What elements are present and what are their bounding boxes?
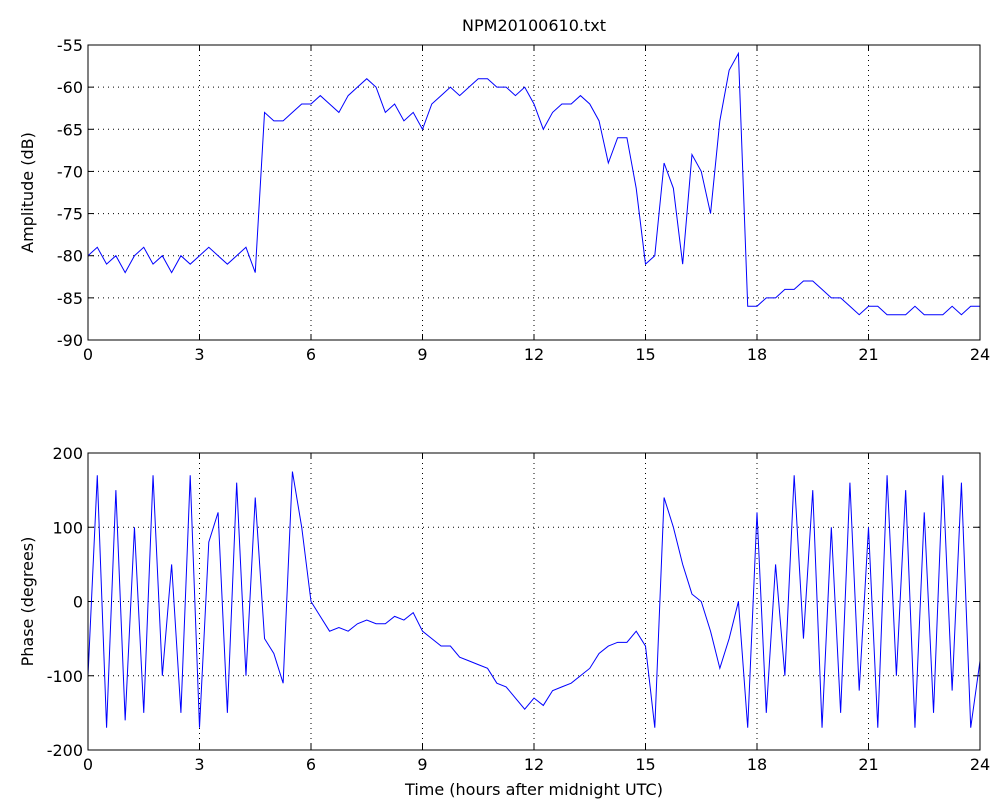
x-tick-label: 21 [858, 345, 878, 364]
x-tick-label: 9 [417, 755, 427, 774]
x-tick-label: 12 [524, 755, 544, 774]
x-tick-label: 18 [747, 755, 767, 774]
x-tick-label: 15 [635, 345, 655, 364]
y-tick-label: -100 [47, 667, 83, 686]
x-axis-label: Time (hours after midnight UTC) [404, 780, 663, 799]
x-tick-label: 12 [524, 345, 544, 364]
x-tick-label: 9 [417, 345, 427, 364]
x-tick-label: 3 [194, 755, 204, 774]
y-tick-label: 100 [52, 518, 83, 537]
x-tick-label: 24 [970, 345, 990, 364]
y-axis-label: Phase (degrees) [18, 537, 37, 667]
y-tick-label: -70 [57, 162, 83, 181]
y-tick-label: -65 [57, 120, 83, 139]
x-tick-label: 24 [970, 755, 990, 774]
y-tick-label: 0 [73, 593, 83, 612]
x-tick-label: 15 [635, 755, 655, 774]
data-line [87, 51, 980, 316]
x-tick-label: 3 [194, 345, 204, 364]
y-tick-label: -200 [47, 741, 83, 760]
y-tick-label: -80 [57, 247, 83, 266]
x-tick-label: 0 [83, 755, 93, 774]
axes-frame [87, 452, 981, 751]
x-tick-label: 6 [306, 755, 316, 774]
x-tick-label: 0 [83, 345, 93, 364]
chart-title: NPM20100610.txt [462, 16, 606, 35]
x-tick-label: 18 [747, 345, 767, 364]
y-tick-label: -90 [57, 331, 83, 350]
y-tick-label: -55 [57, 36, 83, 55]
y-axis-label: Amplitude (dB) [18, 132, 37, 253]
axes-frame [87, 44, 981, 341]
x-tick-label: 6 [306, 345, 316, 364]
y-tick-label: -85 [57, 289, 83, 308]
y-tick-label: -60 [57, 78, 83, 97]
y-tick-label: 200 [52, 444, 83, 463]
x-tick-label: 21 [858, 755, 878, 774]
y-tick-label: -75 [57, 205, 83, 224]
data-line [87, 471, 981, 728]
